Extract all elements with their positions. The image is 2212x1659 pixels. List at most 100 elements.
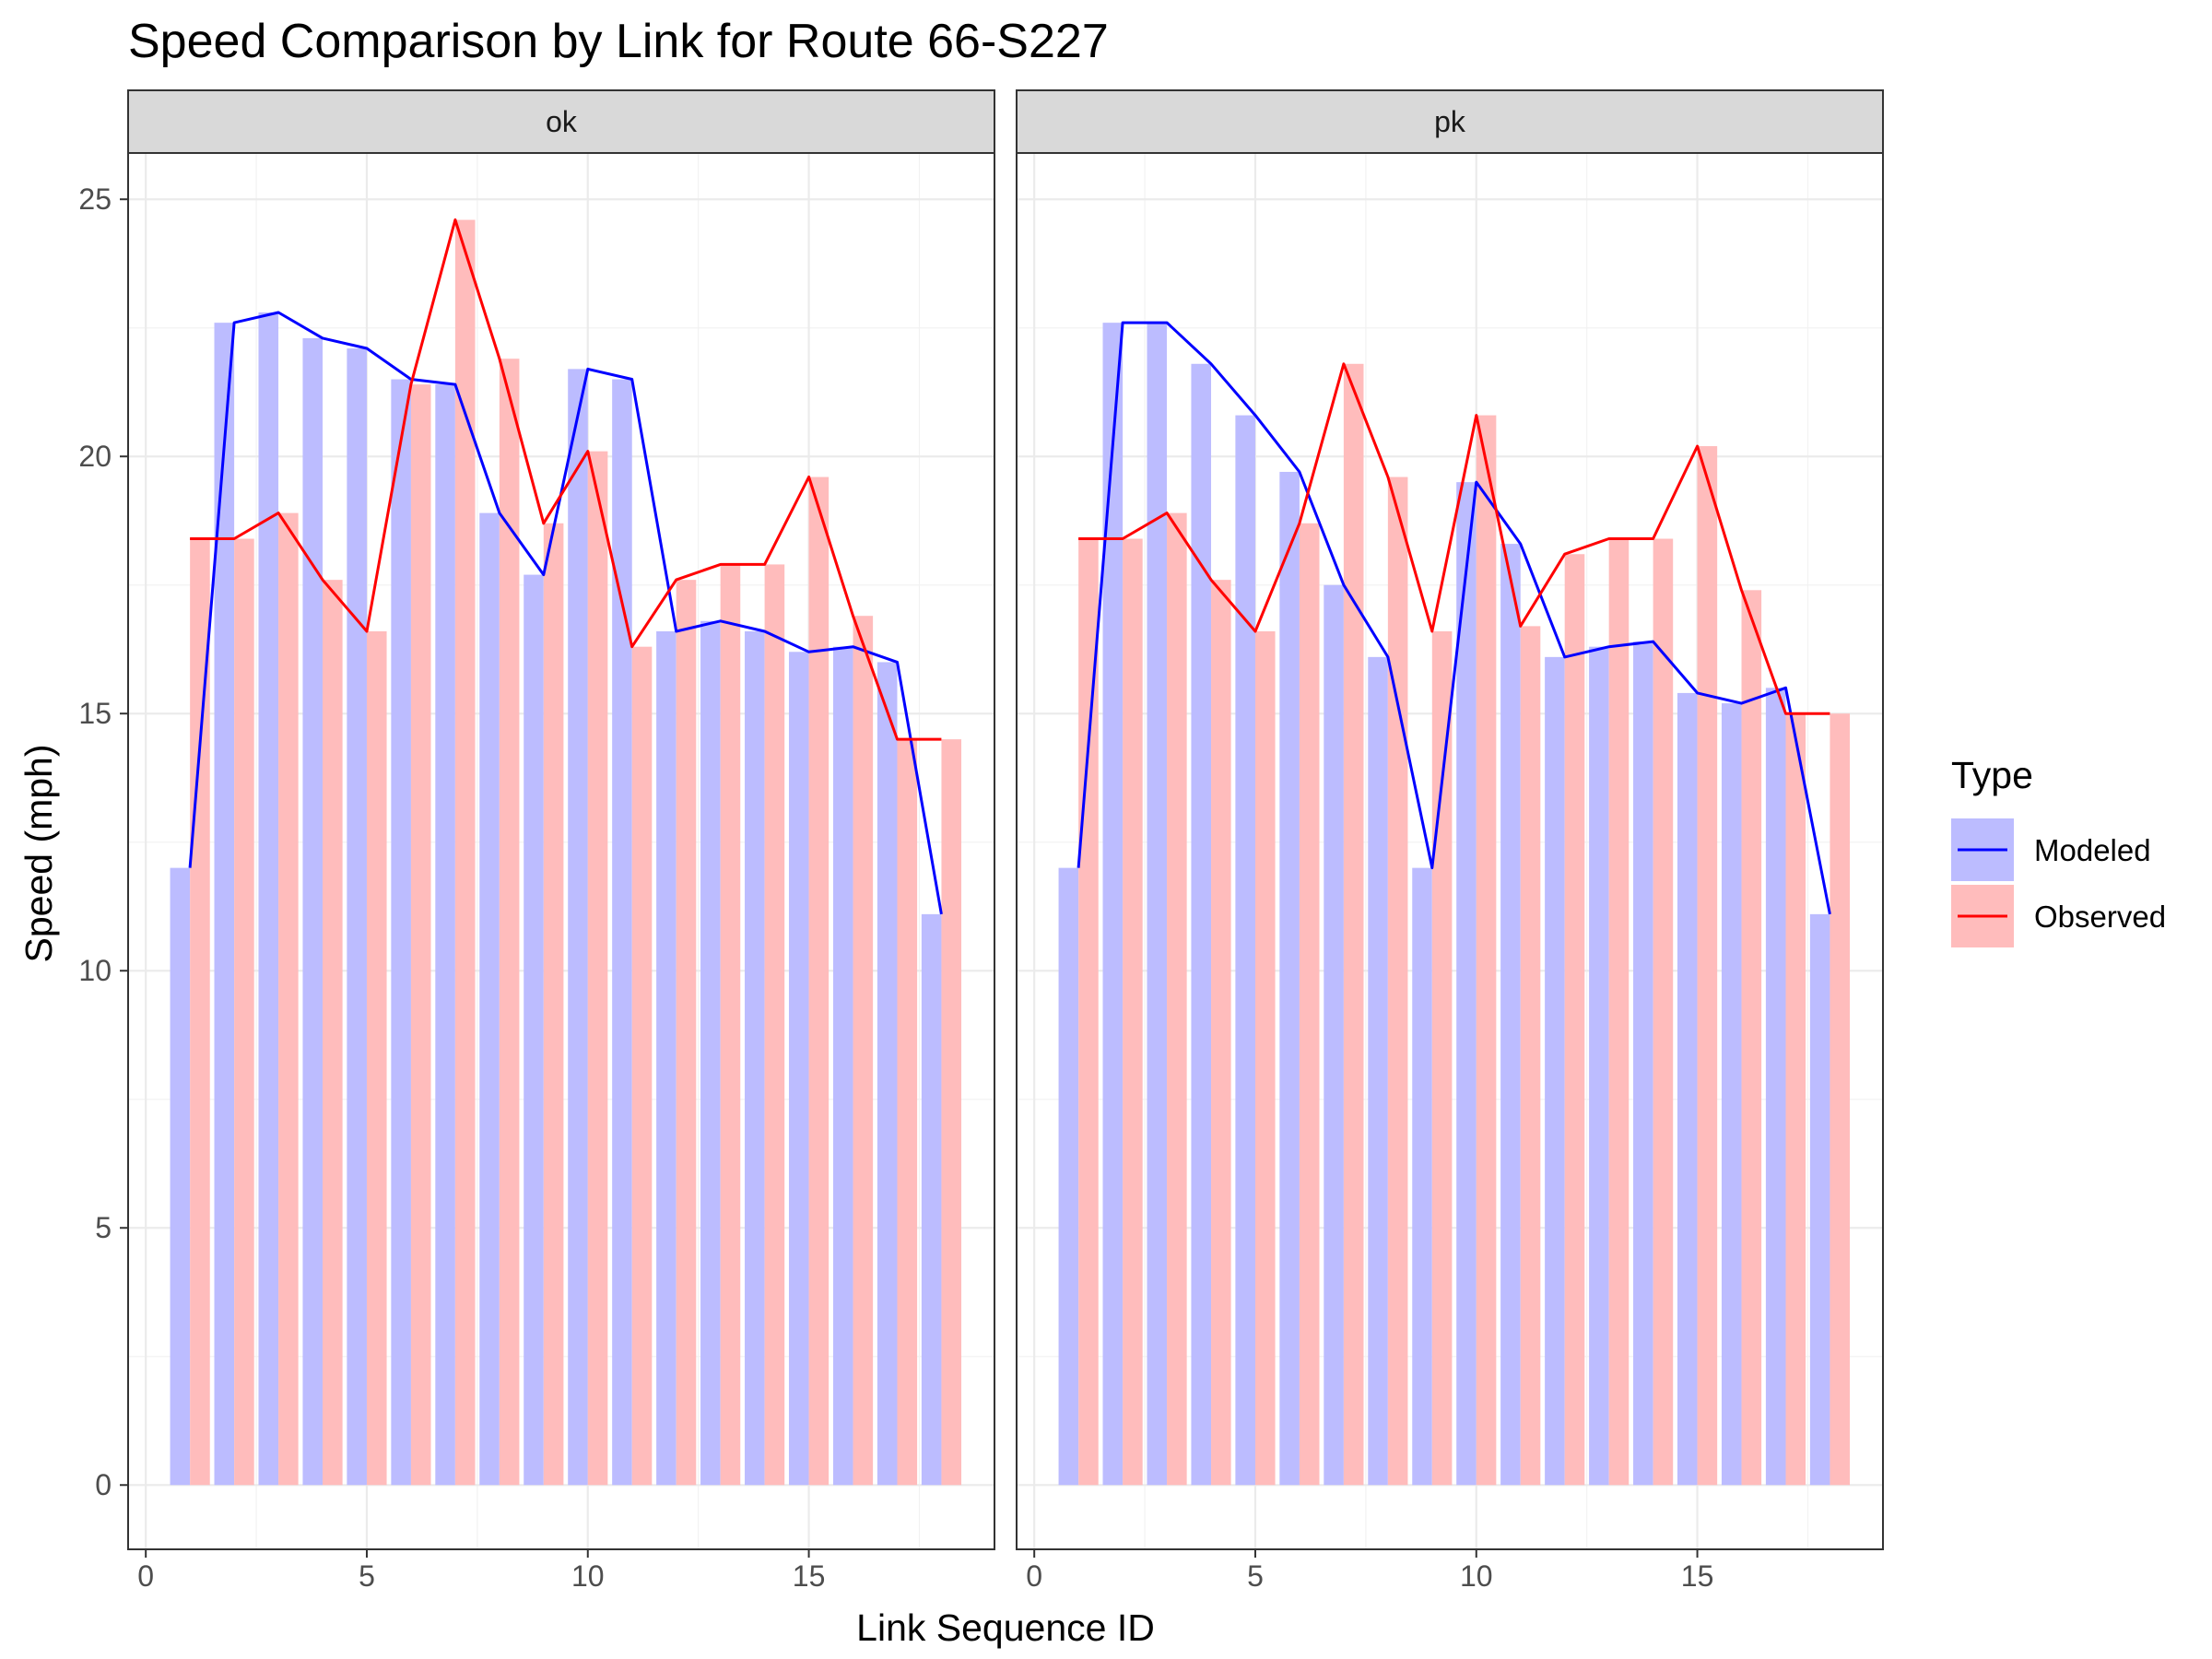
y-tick-label: 25 — [78, 182, 112, 216]
bar-modeled-pk-8 — [1368, 656, 1388, 1486]
bar-observed-pk-16 — [1741, 590, 1762, 1486]
bar-modeled-ok-5 — [347, 348, 367, 1486]
bar-observed-ok-8 — [499, 359, 520, 1486]
x-tick-label: 10 — [1460, 1559, 1493, 1593]
bar-modeled-ok-18 — [921, 913, 942, 1486]
line-modeled-ok — [188, 311, 943, 915]
bar-modeled-pk-1 — [1058, 867, 1079, 1486]
bar-modeled-ok-11 — [612, 379, 632, 1486]
bar-observed-pk-4 — [1211, 580, 1231, 1486]
bar-modeled-ok-9 — [524, 574, 544, 1486]
bar-modeled-pk-11 — [1500, 544, 1521, 1486]
bar-modeled-ok-16 — [832, 646, 853, 1486]
bar-modeled-pk-18 — [1809, 913, 1830, 1486]
bar-observed-pk-17 — [1785, 713, 1806, 1486]
y-tick-label: 20 — [78, 440, 112, 473]
bar-modeled-pk-13 — [1589, 646, 1609, 1486]
chart-title: Speed Comparison by Link for Route 66-S2… — [128, 15, 1109, 68]
bar-modeled-ok-6 — [391, 379, 411, 1486]
bar-modeled-pk-6 — [1279, 471, 1300, 1486]
bar-observed-pk-9 — [1431, 630, 1453, 1486]
bar-modeled-ok-7 — [435, 384, 455, 1486]
line-observed-ok — [190, 218, 942, 741]
legend-item-modeled: Modeled — [1951, 818, 2151, 881]
x-tick-label: 10 — [571, 1559, 605, 1593]
legend: Type Modeled Observed — [1951, 754, 2166, 947]
bar-modeled-pk-7 — [1324, 584, 1344, 1486]
x-tick-label: 0 — [137, 1559, 154, 1593]
facet-strip — [127, 89, 995, 154]
panel-border — [1016, 152, 1884, 1550]
y-axis-label: Speed (mph) — [18, 744, 60, 962]
bar-modeled-ok-2 — [214, 323, 235, 1486]
legend-label: Modeled — [2034, 833, 2151, 867]
x-tick-label: 15 — [793, 1559, 826, 1593]
bar-observed-ok-3 — [278, 512, 299, 1486]
legend-title: Type — [1951, 754, 2033, 796]
bar-modeled-pk-14 — [1633, 641, 1653, 1486]
bar-modeled-pk-3 — [1147, 323, 1168, 1486]
bar-observed-pk-11 — [1520, 626, 1541, 1486]
bar-modeled-ok-17 — [877, 662, 898, 1486]
x-axis-label: Link Sequence ID — [856, 1606, 1155, 1649]
facet-panel-ok: ok 0 5 10 15 0 5 10 15 20 25 — [78, 89, 995, 1593]
bar-observed-ok-9 — [543, 523, 564, 1486]
bar-observed-pk-14 — [1653, 538, 1674, 1486]
bar-observed-pk-10 — [1476, 415, 1497, 1486]
bar-observed-pk-13 — [1608, 538, 1630, 1486]
y-tick-label: 15 — [78, 697, 112, 730]
facet-strip — [1016, 89, 1884, 154]
bar-observed-ok-1 — [190, 538, 210, 1486]
legend-label: Observed — [2034, 900, 2166, 934]
bar-observed-pk-6 — [1299, 523, 1320, 1486]
bar-observed-pk-2 — [1123, 538, 1143, 1486]
bar-modeled-ok-3 — [258, 312, 279, 1486]
bar-modeled-pk-4 — [1191, 363, 1212, 1486]
bar-observed-ok-11 — [631, 646, 653, 1486]
bar-modeled-pk-15 — [1677, 692, 1698, 1486]
bar-observed-ok-2 — [234, 538, 254, 1486]
x-tick-label: 5 — [1247, 1559, 1264, 1593]
y-tick-label: 0 — [95, 1468, 112, 1501]
bar-modeled-pk-10 — [1456, 482, 1477, 1486]
bar-observed-pk-7 — [1343, 363, 1364, 1486]
facet-strip-label: pk — [1434, 105, 1466, 138]
bar-modeled-ok-8 — [479, 512, 500, 1486]
bar-observed-pk-15 — [1697, 446, 1718, 1486]
bar-observed-pk-5 — [1254, 630, 1276, 1486]
bar-modeled-ok-12 — [656, 630, 677, 1486]
bar-observed-pk-18 — [1830, 713, 1851, 1486]
bar-modeled-ok-10 — [568, 369, 588, 1486]
bar-observed-pk-1 — [1078, 538, 1099, 1486]
x-tick-label: 15 — [1681, 1559, 1714, 1593]
line-modeled-pk — [1077, 321, 1831, 915]
bar-observed-ok-4 — [323, 580, 343, 1486]
y-tick-label: 5 — [95, 1211, 112, 1244]
bar-observed-ok-7 — [454, 219, 476, 1486]
bar-modeled-pk-5 — [1235, 415, 1255, 1486]
panel-border — [127, 152, 995, 1550]
bar-observed-ok-16 — [853, 616, 874, 1486]
bar-modeled-ok-14 — [745, 630, 765, 1486]
bar-modeled-pk-2 — [1102, 323, 1124, 1486]
bar-modeled-pk-12 — [1545, 656, 1565, 1486]
facet-panel-pk: pk 0 5 10 15 — [1016, 89, 1884, 1593]
y-tick-label: 10 — [78, 954, 112, 987]
bar-observed-ok-17 — [897, 739, 918, 1486]
bar-observed-ok-5 — [366, 630, 387, 1486]
bar-modeled-ok-1 — [170, 867, 191, 1486]
bar-observed-ok-15 — [808, 477, 830, 1486]
legend-item-observed: Observed — [1951, 885, 2166, 947]
bar-observed-ok-6 — [410, 384, 431, 1486]
x-tick-label: 5 — [359, 1559, 375, 1593]
bar-observed-ok-12 — [676, 580, 697, 1486]
bar-modeled-ok-13 — [700, 620, 721, 1486]
bar-modeled-pk-9 — [1412, 867, 1432, 1486]
bar-modeled-pk-16 — [1721, 703, 1742, 1486]
bar-modeled-ok-15 — [788, 652, 809, 1486]
x-tick-label: 0 — [1026, 1559, 1042, 1593]
facet-strip-label: ok — [546, 105, 578, 138]
bar-modeled-ok-4 — [302, 337, 324, 1486]
bar-observed-pk-12 — [1564, 554, 1585, 1486]
